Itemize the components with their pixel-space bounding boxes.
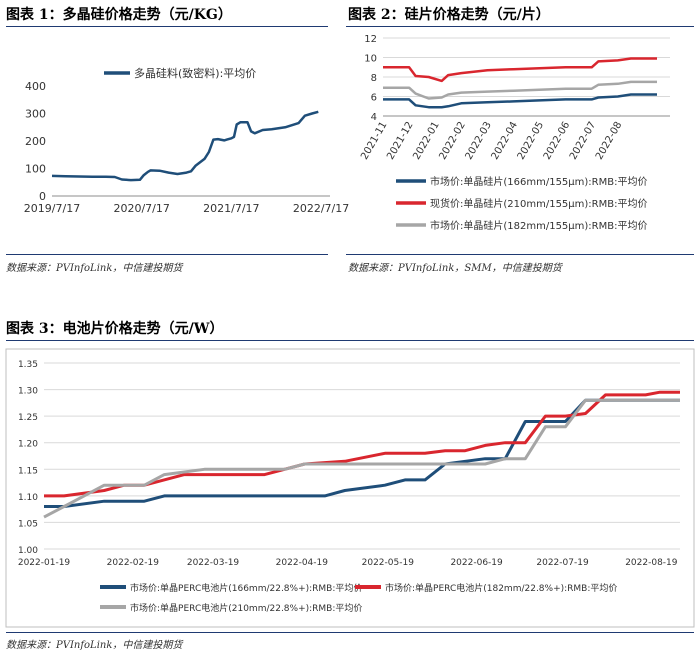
- cell-x-tick-label: 2022-07-19: [536, 558, 589, 568]
- cell-y-tick-label: 1.25: [18, 413, 38, 423]
- wafer-y-tick-label: 4: [371, 112, 377, 123]
- polysilicon-x-tick-label: 2019/7/17: [24, 202, 80, 215]
- cell-legend-label-2: 市场价:单晶PERC电池片(182mm/22.8%+):RMB:平均价: [385, 582, 617, 594]
- cell-series-line-3: [43, 398, 680, 519]
- cell-x-tick-label: 2022-05-19: [362, 558, 415, 568]
- wafer-legend-label-1: 市场价:单晶硅片(166mm/155μm):RMB:平均价: [430, 175, 647, 188]
- wafer-y-tick-label: 12: [364, 34, 377, 45]
- cell-x-tick-label: 2022-01-19: [18, 558, 71, 568]
- polysilicon-y-tick-label: 400: [25, 80, 46, 93]
- figure-2-rule: [346, 26, 694, 27]
- figure-3-title: 图表 3：电池片价格走势（元/W）: [6, 321, 224, 337]
- figure-1-rule: [6, 26, 328, 27]
- figure-1-bottom-rule: [6, 254, 328, 255]
- figure-1-source: 数据来源：PVInfoLink，中信建投期货: [6, 263, 183, 274]
- figure-2-bottom-rule: [346, 254, 694, 255]
- cell-x-tick-label: 2022-08-19: [625, 558, 678, 568]
- cell-y-tick-label: 1.20: [18, 440, 38, 450]
- wafer-y-tick-label: 8: [371, 73, 377, 84]
- cell-y-tick-label: 1.00: [18, 546, 38, 556]
- polysilicon-x-tick-label: 2021/7/17: [203, 202, 259, 215]
- cell-y-tick-label: 1.15: [18, 466, 38, 476]
- cell-chart-frame: [5, 348, 695, 628]
- cell-y-tick-label: 1.10: [18, 493, 38, 503]
- figure-2-title: 图表 2：硅片价格走势（元/片）: [348, 7, 550, 23]
- cell-x-tick-label: 2022-06-19: [450, 558, 503, 568]
- polysilicon-y-tick-label: 300: [25, 108, 46, 121]
- cell-y-tick-label: 1.05: [18, 519, 38, 529]
- cell-y-tick-label: 1.30: [18, 387, 38, 397]
- cell-series-line-1: [44, 398, 680, 508]
- polysilicon-legend-label-1: 多晶硅料(致密料):平均价: [134, 66, 256, 80]
- cell-legend-label-1: 市场价:单晶PERC电池片(166mm/22.8%+):RMB:平均价: [130, 582, 362, 594]
- cell-legend-label-3: 市场价:单晶PERC电池片(210mm/22.8%+):RMB:平均价: [130, 602, 362, 614]
- wafer-series-line-1: [383, 93, 657, 109]
- wafer-legend-label-2: 现货价:单晶硅片(210mm/155μm):RMB:平均价: [430, 197, 647, 210]
- cell-x-tick-label: 2022-03-19: [187, 558, 240, 568]
- wafer-y-tick-label: 10: [364, 54, 377, 65]
- polysilicon-series-line-1: [51, 110, 319, 182]
- polysilicon-x-tick-label: 2022/7/17: [293, 202, 349, 215]
- wafer-series-line-2: [383, 57, 657, 83]
- cell-x-tick-label: 2022-04-19: [276, 558, 329, 568]
- wafer-series-line-3: [383, 80, 657, 100]
- wafer-legend-label-3: 市场价:单晶硅片(182mm/155μm):RMB:平均价: [430, 219, 647, 232]
- wafer-y-tick-label: 6: [371, 93, 377, 104]
- figure-3-rule: [6, 340, 694, 341]
- figure-1-title: 图表 1：多晶硅价格走势（元/KG）: [6, 7, 232, 23]
- polysilicon-y-tick-label: 100: [25, 163, 46, 176]
- figure-3-bottom-rule: [6, 632, 694, 633]
- polysilicon-y-tick-label: 0: [39, 190, 46, 203]
- figure-2-source: 数据来源：PVInfoLink，SMM，中信建投期货: [348, 263, 562, 274]
- cell-x-tick-label: 2022-02-19: [107, 558, 160, 568]
- polysilicon-x-tick-label: 2020/7/17: [113, 202, 169, 215]
- cell-series-line-2: [44, 390, 680, 498]
- figure-3-source: 数据来源：PVInfoLink，中信建投期货: [6, 640, 183, 651]
- cell-y-tick-label: 1.35: [18, 360, 38, 370]
- polysilicon-y-tick-label: 200: [25, 135, 46, 148]
